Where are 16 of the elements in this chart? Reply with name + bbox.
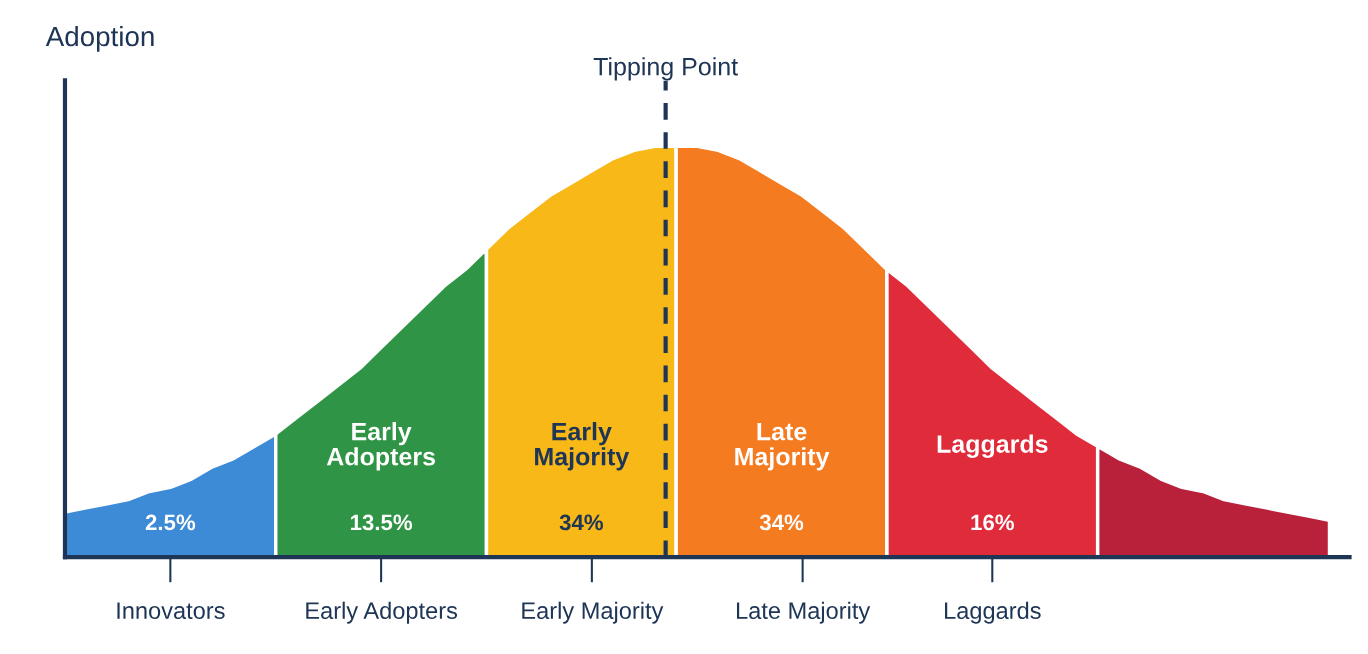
annotation: 16% [971,514,1014,531]
x-tick-label: Innovators [117,602,225,619]
annotation: 2.5% [145,514,196,531]
series-label: Late Majority [735,422,830,471]
text: Tipping Point [593,57,738,81]
series-label: Early Majority [535,422,630,471]
annotation: 34% [559,514,603,531]
annotation: 13.5% [351,514,413,531]
annotation: 34% [759,514,804,531]
x-tick-label: Laggards [945,601,1041,624]
series-label: Early Adopters [326,422,435,471]
x-tick-label: Early Adopters [306,601,458,624]
x-tick-label: Early Majority [522,601,664,624]
x-tick-label: Late Majority [736,601,871,624]
y-axis-title: Adoption [45,25,154,52]
series-label: Laggards [937,434,1048,458]
